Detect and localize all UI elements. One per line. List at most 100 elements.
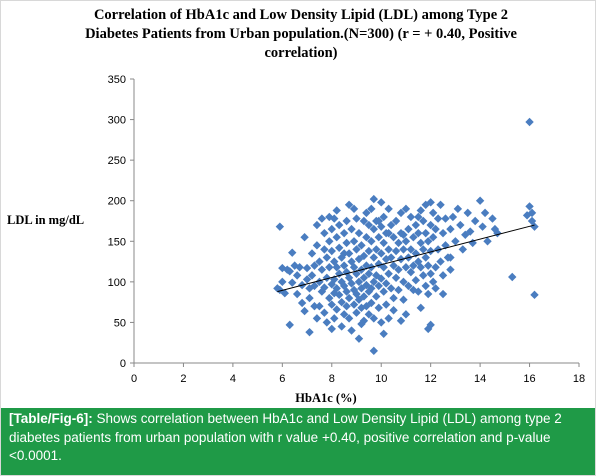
data-point <box>508 272 517 282</box>
data-point <box>433 214 443 223</box>
data-point <box>522 211 532 220</box>
data-point <box>448 212 458 222</box>
data-point <box>357 319 366 329</box>
data-point <box>525 117 534 127</box>
data-point <box>332 233 341 242</box>
data-point <box>288 248 297 257</box>
data-point <box>364 269 374 278</box>
data-point <box>426 246 435 256</box>
y-tick-label: 250 <box>108 155 126 167</box>
data-point <box>389 306 398 315</box>
data-point <box>456 220 465 230</box>
data-point <box>312 241 322 250</box>
data-point <box>438 289 448 299</box>
data-point <box>401 310 411 319</box>
data-point <box>339 261 349 270</box>
data-point <box>275 222 285 231</box>
data-point <box>406 267 416 277</box>
data-point <box>414 212 423 222</box>
data-point <box>428 277 438 287</box>
data-point <box>300 233 309 242</box>
chart-title-line-2: Diabetes Patients from Urban population.… <box>85 26 517 42</box>
data-point <box>312 220 322 230</box>
x-tick-label: 4 <box>230 373 236 385</box>
data-point <box>288 278 297 287</box>
data-point <box>339 228 349 238</box>
data-point <box>421 228 430 238</box>
data-point <box>525 202 534 211</box>
figure-caption: [Table/Fig-6]: Shows correlation between… <box>1 408 595 475</box>
data-point <box>446 224 455 234</box>
data-point <box>334 220 344 230</box>
data-point <box>354 277 364 287</box>
data-point <box>421 281 430 291</box>
x-tick-label: 18 <box>573 373 585 385</box>
data-point <box>349 300 359 309</box>
data-point <box>334 290 344 300</box>
data-point <box>327 300 336 309</box>
data-point <box>280 289 290 298</box>
data-point <box>297 298 307 308</box>
y-tick-label: 50 <box>114 317 126 329</box>
data-point <box>307 271 317 280</box>
data-point <box>305 327 314 337</box>
data-point <box>384 314 393 323</box>
data-point <box>431 284 440 293</box>
data-point <box>426 320 435 330</box>
data-point <box>347 326 356 335</box>
data-point <box>295 263 304 272</box>
data-point <box>332 206 341 215</box>
data-point <box>483 237 492 246</box>
data-point <box>310 261 319 270</box>
data-point <box>285 320 294 330</box>
data-point <box>292 289 302 299</box>
data-point <box>317 265 327 274</box>
data-point <box>416 206 425 215</box>
data-point <box>379 329 388 338</box>
data-point <box>381 300 391 309</box>
data-point <box>391 273 401 282</box>
data-point <box>389 233 398 242</box>
data-point <box>399 245 408 254</box>
data-point <box>369 194 379 204</box>
data-point <box>352 214 361 223</box>
data-point <box>292 271 302 280</box>
data-point <box>310 281 319 291</box>
data-point <box>433 245 443 254</box>
data-point <box>367 204 376 214</box>
data-point <box>322 318 332 327</box>
data-point <box>334 243 344 252</box>
data-point <box>359 251 369 261</box>
data-point <box>384 245 393 254</box>
data-point <box>372 245 381 254</box>
data-point <box>530 222 539 231</box>
data-point <box>419 216 428 226</box>
data-point <box>349 263 359 272</box>
data-point <box>337 297 346 307</box>
data-point <box>364 246 374 256</box>
data-point <box>322 253 332 262</box>
data-point <box>419 245 428 254</box>
data-point <box>362 208 371 218</box>
data-point <box>384 228 393 238</box>
data-point <box>325 263 334 272</box>
data-point <box>381 279 391 288</box>
data-point <box>377 318 386 327</box>
data-point <box>384 204 393 214</box>
data-point <box>315 302 324 311</box>
data-point <box>386 284 396 293</box>
data-point <box>475 196 485 205</box>
data-point <box>404 281 413 291</box>
data-point <box>416 263 425 272</box>
data-point <box>399 230 408 239</box>
data-point <box>285 267 294 276</box>
x-tick-label: 14 <box>474 373 486 385</box>
x-tick-label: 16 <box>523 373 535 385</box>
data-point <box>423 237 433 246</box>
data-point <box>527 216 537 226</box>
data-point <box>354 228 364 238</box>
data-point <box>394 238 403 248</box>
data-point <box>451 237 460 246</box>
data-point <box>416 238 425 248</box>
data-point <box>377 274 386 283</box>
